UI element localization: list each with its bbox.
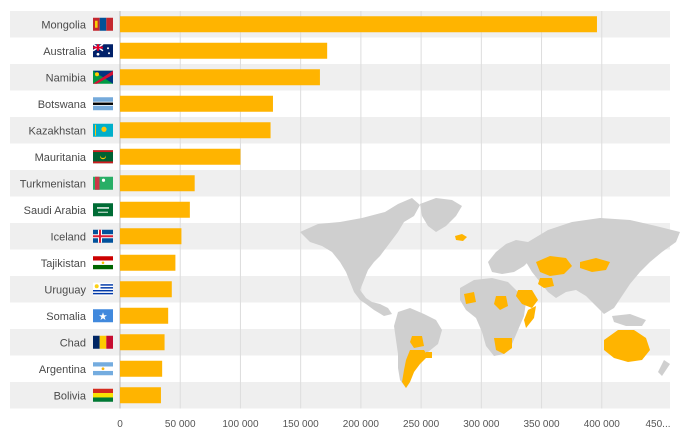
map-north-america	[300, 198, 420, 316]
x-tick-label: 400 000	[584, 419, 621, 430]
turkmenistan-flag-icon	[93, 176, 113, 190]
category-label: Tajikistan	[41, 258, 86, 270]
category-label: Argentina	[39, 364, 87, 376]
somalia-flag-icon	[93, 309, 113, 323]
bar	[120, 148, 241, 165]
bar	[120, 95, 273, 112]
x-tick-label: 200 000	[343, 419, 380, 430]
map-greenland	[420, 198, 462, 232]
botswana-flag-icon	[93, 97, 113, 111]
x-axis-ticks: 0 50 000 100 000 150 000 200 000 250 000 300 0…	[117, 419, 670, 430]
category-label: Australia	[43, 46, 87, 58]
map-europe	[488, 240, 536, 274]
x-tick-label: 50 000	[165, 419, 196, 430]
bar	[120, 281, 172, 298]
category-label: Namibia	[46, 72, 87, 84]
bar	[120, 16, 597, 33]
map-iceland	[455, 234, 467, 241]
iceland-flag-icon	[93, 229, 113, 243]
bars	[120, 16, 597, 404]
map-southeast-asia	[612, 314, 646, 326]
x-tick-label: 0	[117, 419, 123, 430]
tajikistan-flag-icon	[93, 256, 113, 270]
bar	[120, 334, 165, 351]
bolivia-flag-icon	[93, 388, 113, 402]
map-new-zealand	[658, 360, 670, 376]
map-mongolia	[580, 258, 610, 272]
flags	[92, 17, 113, 402]
uruguay-flag-icon	[93, 282, 113, 296]
map-central-asia	[538, 278, 554, 288]
map-saudi-arabia	[516, 290, 538, 308]
bar	[120, 387, 161, 404]
map-bolivia	[410, 336, 424, 348]
category-label: Turkmenistan	[20, 178, 86, 190]
world-map	[300, 198, 680, 388]
x-tick-label: 250 000	[403, 419, 440, 430]
category-labels: Mongolia Australia Namibia Botswana Kazakhst…	[20, 19, 87, 402]
bar	[120, 69, 320, 86]
map-africa	[460, 278, 526, 356]
map-chad	[494, 296, 508, 310]
category-label: Mongolia	[41, 19, 87, 31]
saudi-arabia-flag-icon	[93, 203, 113, 217]
bar	[120, 201, 190, 218]
category-label: Kazakhstan	[29, 125, 86, 137]
category-label: Bolivia	[54, 390, 87, 402]
chad-flag-icon	[93, 335, 113, 349]
bar	[120, 42, 328, 59]
bar	[120, 122, 271, 139]
x-tick-label: 350 000	[523, 419, 560, 430]
category-label: Botswana	[38, 99, 87, 111]
bar	[120, 175, 195, 192]
map-kazakhstan	[536, 256, 572, 276]
category-label: Iceland	[51, 231, 86, 243]
bar	[120, 228, 182, 245]
category-label: Saudi Arabia	[24, 205, 87, 217]
mauritania-flag-icon	[93, 150, 113, 164]
map-uruguay	[426, 352, 432, 358]
category-label: Somalia	[46, 311, 87, 323]
kazakhstan-flag-icon	[93, 123, 113, 137]
category-label: Chad	[60, 337, 86, 349]
category-label: Uruguay	[44, 284, 86, 296]
map-argentina	[402, 350, 428, 388]
mongolia-flag-icon	[93, 17, 113, 31]
namibia-flag-icon	[93, 70, 113, 84]
map-australia	[604, 330, 650, 362]
map-mauritania	[464, 292, 476, 304]
x-tick-label: 150 000	[283, 419, 320, 430]
argentina-flag-icon	[93, 362, 113, 376]
australia-flag-icon	[92, 43, 113, 58]
map-southern-africa	[494, 338, 512, 354]
x-tick-label: 450...	[645, 419, 670, 430]
category-label: Mauritania	[35, 152, 87, 164]
x-tick-label: 300 000	[463, 419, 500, 430]
bar	[120, 254, 176, 271]
map-somalia	[524, 306, 536, 328]
x-tick-label: 100 000	[222, 419, 259, 430]
bar	[120, 360, 163, 377]
bar	[120, 307, 169, 324]
